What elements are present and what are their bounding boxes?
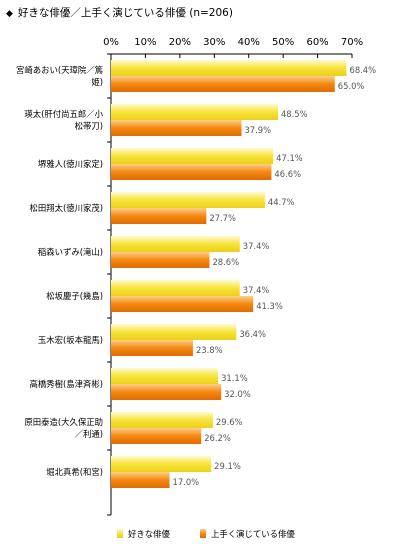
data-label: 37.9% — [244, 125, 271, 135]
x-tick-label: 60% — [306, 37, 328, 48]
data-label: 17.0% — [173, 477, 200, 487]
data-label: 46.6% — [274, 169, 301, 179]
bar-favorite — [111, 456, 211, 472]
data-label: 29.6% — [216, 417, 243, 427]
legend-label: 上手く演じている俳優 — [211, 529, 295, 539]
data-label: 26.2% — [204, 433, 231, 443]
bar-favorite — [111, 148, 273, 164]
data-label: 37.4% — [243, 241, 270, 251]
bar-skilled — [111, 296, 253, 312]
data-label: 32.0% — [224, 389, 251, 399]
category-label: 稲森いずみ(滝山) — [38, 247, 103, 257]
bar-skilled — [111, 164, 271, 180]
category-label: ／利通) — [75, 429, 103, 439]
bar-skilled — [111, 472, 170, 488]
bar-skilled — [111, 340, 193, 356]
x-tick-label: 0% — [103, 37, 119, 48]
data-label: 48.5% — [281, 109, 308, 119]
legend-swatch — [117, 529, 123, 538]
category-label: 瑛太(肝付尚五郎／小 — [24, 109, 103, 119]
category-label: 高橋秀樹(島津斉彬) — [29, 379, 103, 389]
bar-favorite — [111, 236, 240, 252]
x-tick-label: 40% — [238, 37, 260, 48]
category-label: 玉木宏(坂本龍馬) — [38, 335, 103, 345]
data-label: 65.0% — [338, 81, 365, 91]
data-label: 44.7% — [268, 197, 295, 207]
bar-favorite — [111, 368, 218, 384]
x-tick-label: 20% — [169, 37, 191, 48]
data-label: 28.6% — [212, 257, 239, 267]
data-label: 29.1% — [214, 461, 241, 471]
category-label: 宮崎あおい(天璋院／篤 — [16, 65, 103, 75]
bar-favorite — [111, 280, 240, 296]
data-label: 68.4% — [349, 65, 376, 75]
legend-swatch — [200, 529, 206, 538]
data-label: 47.1% — [276, 153, 303, 163]
bar-skilled — [111, 208, 206, 224]
bar-skilled — [111, 120, 241, 136]
bar-skilled — [111, 384, 221, 400]
x-tick-label: 10% — [134, 37, 156, 48]
category-label: 原田泰造(大久保正助 — [24, 417, 103, 427]
category-label: 松田翔太(徳川家茂) — [29, 203, 103, 213]
bar-favorite — [111, 104, 278, 120]
bar-skilled — [111, 252, 209, 268]
x-tick-label: 30% — [203, 37, 225, 48]
category-label: 堺雅人(徳川家定) — [38, 159, 103, 169]
x-tick-label: 50% — [272, 37, 294, 48]
category-label: 姫) — [91, 77, 103, 87]
bar-favorite — [111, 192, 265, 208]
bar-skilled — [111, 76, 335, 92]
data-label: 23.8% — [196, 345, 223, 355]
bar-favorite — [111, 324, 236, 340]
bar-favorite — [111, 412, 213, 428]
legend-label: 好きな俳優 — [128, 529, 170, 539]
data-label: 41.3% — [256, 301, 283, 311]
category-label: 堀北真希(和宮) — [46, 467, 103, 477]
data-label: 27.7% — [209, 213, 236, 223]
data-label: 36.4% — [239, 329, 266, 339]
x-tick-label: 70% — [341, 37, 363, 48]
category-label: 松坂慶子(幾島) — [46, 291, 103, 301]
category-label: 松帯刀) — [75, 121, 103, 131]
data-label: 31.1% — [221, 373, 248, 383]
bar-favorite — [111, 60, 346, 76]
data-label: 37.4% — [243, 285, 270, 295]
bar-skilled — [111, 428, 201, 444]
